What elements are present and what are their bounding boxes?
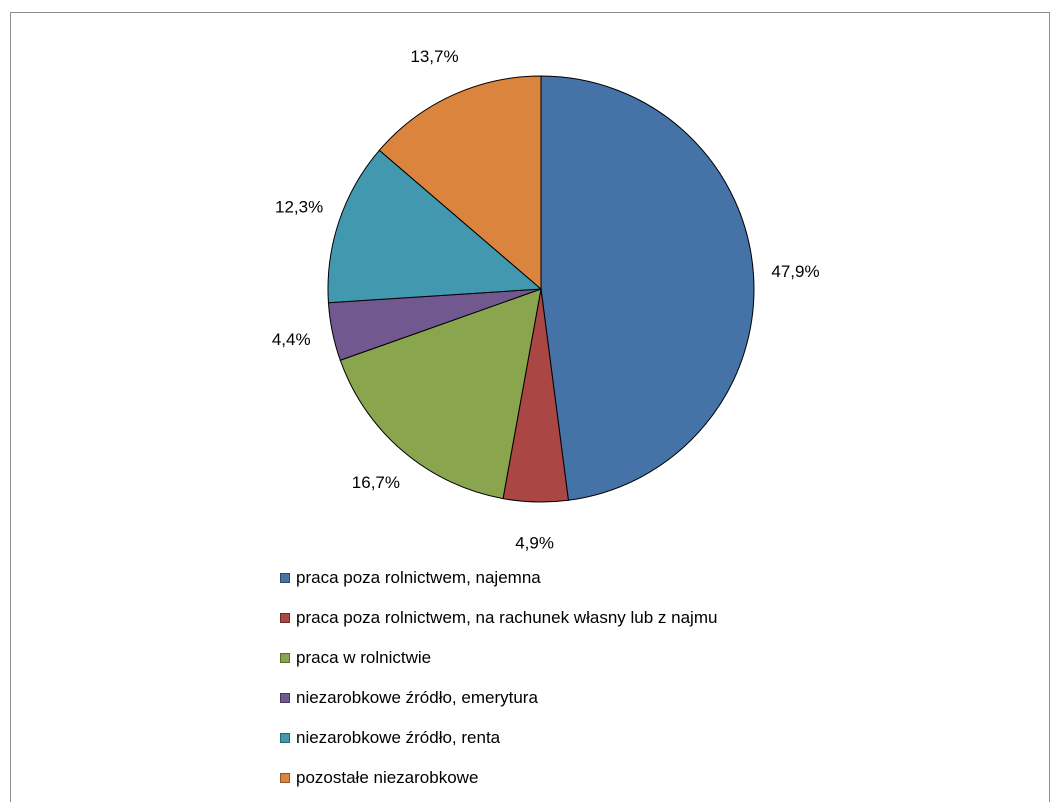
legend-item: pozostałe niezarobkowe [280,758,717,798]
slice-percent-label: 47,9% [771,262,819,281]
legend-label: praca poza rolnictwem, na rachunek własn… [296,608,718,627]
slice-percent-label: 4,4% [272,330,311,349]
legend: praca poza rolnictwem, najemna praca poz… [280,558,717,798]
legend-item: praca poza rolnictwem, na rachunek własn… [280,598,717,638]
pie-slice [378,75,542,291]
legend-swatch [280,613,290,623]
legend-label: niezarobkowe źródło, emerytura [296,688,538,707]
legend-item: praca w rolnictwie [280,638,717,678]
legend-label: pozostałe niezarobkowe [296,768,479,787]
pie-slice [327,149,543,304]
legend-item: niezarobkowe źródło, renta [280,718,717,758]
pie-slice [540,75,755,501]
legend-swatch [280,733,290,743]
legend-swatch [280,773,290,783]
slice-percent-label: 4,9% [515,533,554,552]
slice-percent-label: 13,7% [410,47,458,66]
pie-slice [339,288,542,500]
slice-percent-label: 16,7% [352,473,400,492]
slice-percent-label: 12,3% [275,198,323,217]
legend-label: niezarobkowe źródło, renta [296,728,501,747]
legend-swatch [280,693,290,703]
legend-swatch [280,573,290,583]
legend-label: praca w rolnictwie [296,648,432,667]
legend-item: praca poza rolnictwem, najemna [280,558,717,598]
legend-swatch [280,653,290,663]
legend-item: niezarobkowe źródło, emerytura [280,678,717,718]
legend-label: praca poza rolnictwem, najemna [296,568,541,587]
